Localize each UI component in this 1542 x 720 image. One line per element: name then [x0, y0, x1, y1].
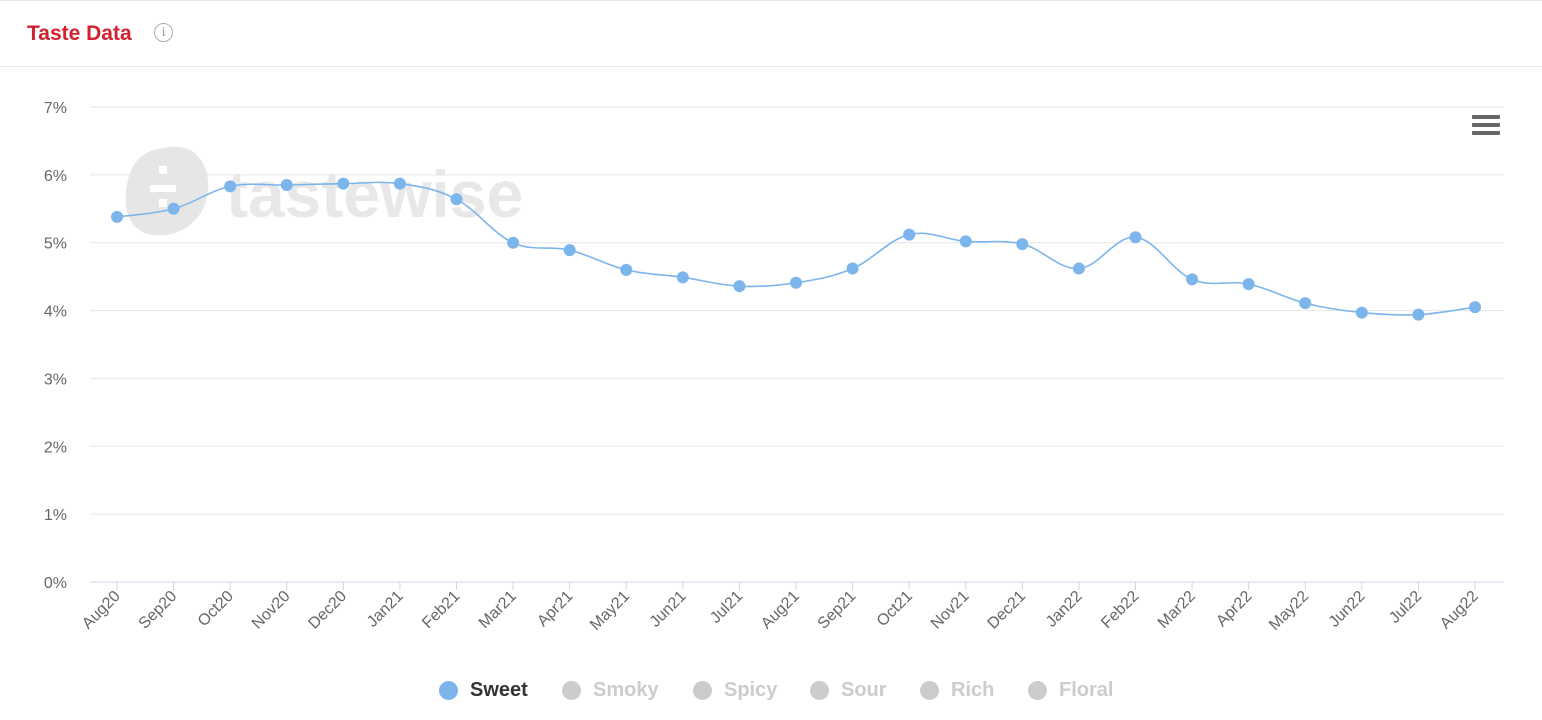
data-point[interactable]: [224, 180, 237, 193]
data-point[interactable]: [790, 276, 802, 289]
legend-label: Sweet: [470, 678, 528, 701]
legend-item-rich[interactable]: Rich: [920, 677, 994, 703]
x-tick-label: Dec21: [984, 588, 1029, 633]
y-tick-label: 7%: [44, 100, 67, 117]
data-point[interactable]: [959, 235, 972, 248]
data-point[interactable]: [846, 262, 859, 275]
x-tick-label: Apr21: [534, 588, 576, 630]
x-tick-label: Oct20: [195, 588, 237, 630]
x-tick-label: Dec20: [305, 588, 350, 633]
menu-bar: [1472, 131, 1500, 135]
x-tick-label: May21: [587, 588, 633, 634]
data-point[interactable]: [450, 193, 463, 206]
y-tick-label: 4%: [44, 304, 67, 321]
x-tick-label: May22: [1266, 588, 1312, 634]
legend-label: Sour: [841, 678, 887, 701]
x-tick-label: Mar22: [1155, 588, 1199, 632]
x-tick-label: Sep21: [815, 588, 860, 633]
data-point[interactable]: [903, 228, 916, 241]
x-tick-label: Jul22: [1386, 588, 1425, 627]
tastewise-logo-mark: [159, 166, 167, 174]
legend-item-sour[interactable]: Sour: [810, 677, 887, 703]
data-point[interactable]: [111, 210, 123, 223]
x-tick-label: Jul21: [707, 588, 746, 627]
legend-label: Spicy: [724, 678, 778, 701]
data-point[interactable]: [507, 236, 520, 249]
y-tick-label: 5%: [44, 236, 67, 253]
data-point[interactable]: [393, 177, 406, 190]
data-point[interactable]: [620, 263, 633, 276]
x-tick-label: Aug22: [1437, 588, 1482, 633]
x-tick-label: Nov20: [249, 588, 294, 633]
chart-menu-icon[interactable]: [1472, 115, 1500, 139]
legend-item-smoky[interactable]: Smoky: [562, 677, 659, 703]
y-tick-label: 0%: [44, 575, 67, 592]
data-point[interactable]: [1355, 306, 1368, 319]
data-point[interactable]: [280, 179, 293, 192]
legend-marker-icon: [562, 680, 581, 700]
series-sweet[interactable]: [111, 177, 1481, 321]
info-icon[interactable]: i: [154, 23, 173, 42]
x-tick-label: Aug21: [758, 588, 803, 633]
x-tick-label: Nov21: [928, 588, 973, 633]
card-title: Taste Data: [27, 22, 132, 45]
legend-label: Smoky: [593, 678, 659, 701]
tastewise-logo-mark: [150, 185, 176, 192]
data-point[interactable]: [1072, 262, 1085, 275]
menu-bar: [1472, 123, 1500, 127]
x-tick-label: Jun22: [1326, 588, 1369, 631]
y-tick-label: 6%: [44, 168, 67, 185]
data-point[interactable]: [167, 202, 180, 215]
x-axis-labels: Aug20 Sep20 Oct20 Nov20 Dec20 Jan21 Feb21 Mar21…: [79, 582, 1482, 634]
x-tick-label: Jan22: [1043, 588, 1086, 631]
y-axis-labels: 0% 1% 2% 3% 4% 5% 6% 7%: [44, 100, 67, 592]
data-point[interactable]: [1242, 278, 1255, 291]
y-tick-label: 1%: [44, 507, 67, 524]
y-tick-label: 3%: [44, 371, 67, 388]
legend-label: Floral: [1059, 678, 1114, 701]
x-tick-label: Apr22: [1213, 588, 1255, 630]
x-tick-label: Mar21: [476, 588, 520, 632]
grid-lines: [90, 106, 1504, 583]
legend-marker-icon: [810, 680, 829, 700]
legend-item-spicy[interactable]: Spicy: [693, 677, 777, 703]
data-point[interactable]: [733, 280, 746, 293]
legend-marker-icon: [920, 680, 939, 700]
x-tick-label: Jun21: [647, 588, 690, 631]
legend-marker-icon: [1028, 680, 1047, 700]
data-point[interactable]: [1016, 238, 1029, 251]
card-header: Taste Data i: [0, 1, 1542, 67]
x-tick-label: Feb21: [419, 588, 463, 632]
data-point[interactable]: [676, 271, 689, 284]
data-point[interactable]: [563, 244, 576, 257]
data-point[interactable]: [1186, 273, 1199, 286]
legend-item-floral[interactable]: Floral: [1028, 677, 1113, 703]
legend-label: Rich: [951, 678, 995, 701]
tastewise-watermark: tastewise: [125, 146, 523, 236]
chart-legend: Sweet Smoky Spicy Sour Rich Floral: [0, 677, 1542, 703]
menu-bar: [1472, 115, 1500, 119]
data-point[interactable]: [1129, 231, 1142, 244]
y-tick-label: 2%: [44, 439, 67, 456]
legend-marker-icon: [439, 680, 458, 700]
legend-marker-icon: [693, 680, 712, 700]
tastewise-logo-mark: [159, 199, 167, 207]
data-point[interactable]: [1299, 297, 1312, 310]
data-point[interactable]: [1469, 301, 1481, 314]
x-tick-label: Sep20: [136, 588, 181, 633]
line-chart: tastewise 0% 1% 2% 3% 4% 5% 6% 7% Aug20 Sep20 Oct…: [44, 100, 1504, 634]
x-tick-label: Feb22: [1098, 588, 1142, 632]
tastewise-wordmark: tastewise: [226, 157, 523, 231]
x-tick-label: Oct21: [874, 588, 916, 630]
x-tick-label: Aug20: [79, 588, 124, 633]
x-tick-label: Jan21: [364, 588, 407, 631]
data-point[interactable]: [337, 177, 350, 190]
data-point[interactable]: [1412, 308, 1425, 321]
legend-item-sweet[interactable]: Sweet: [439, 677, 528, 703]
